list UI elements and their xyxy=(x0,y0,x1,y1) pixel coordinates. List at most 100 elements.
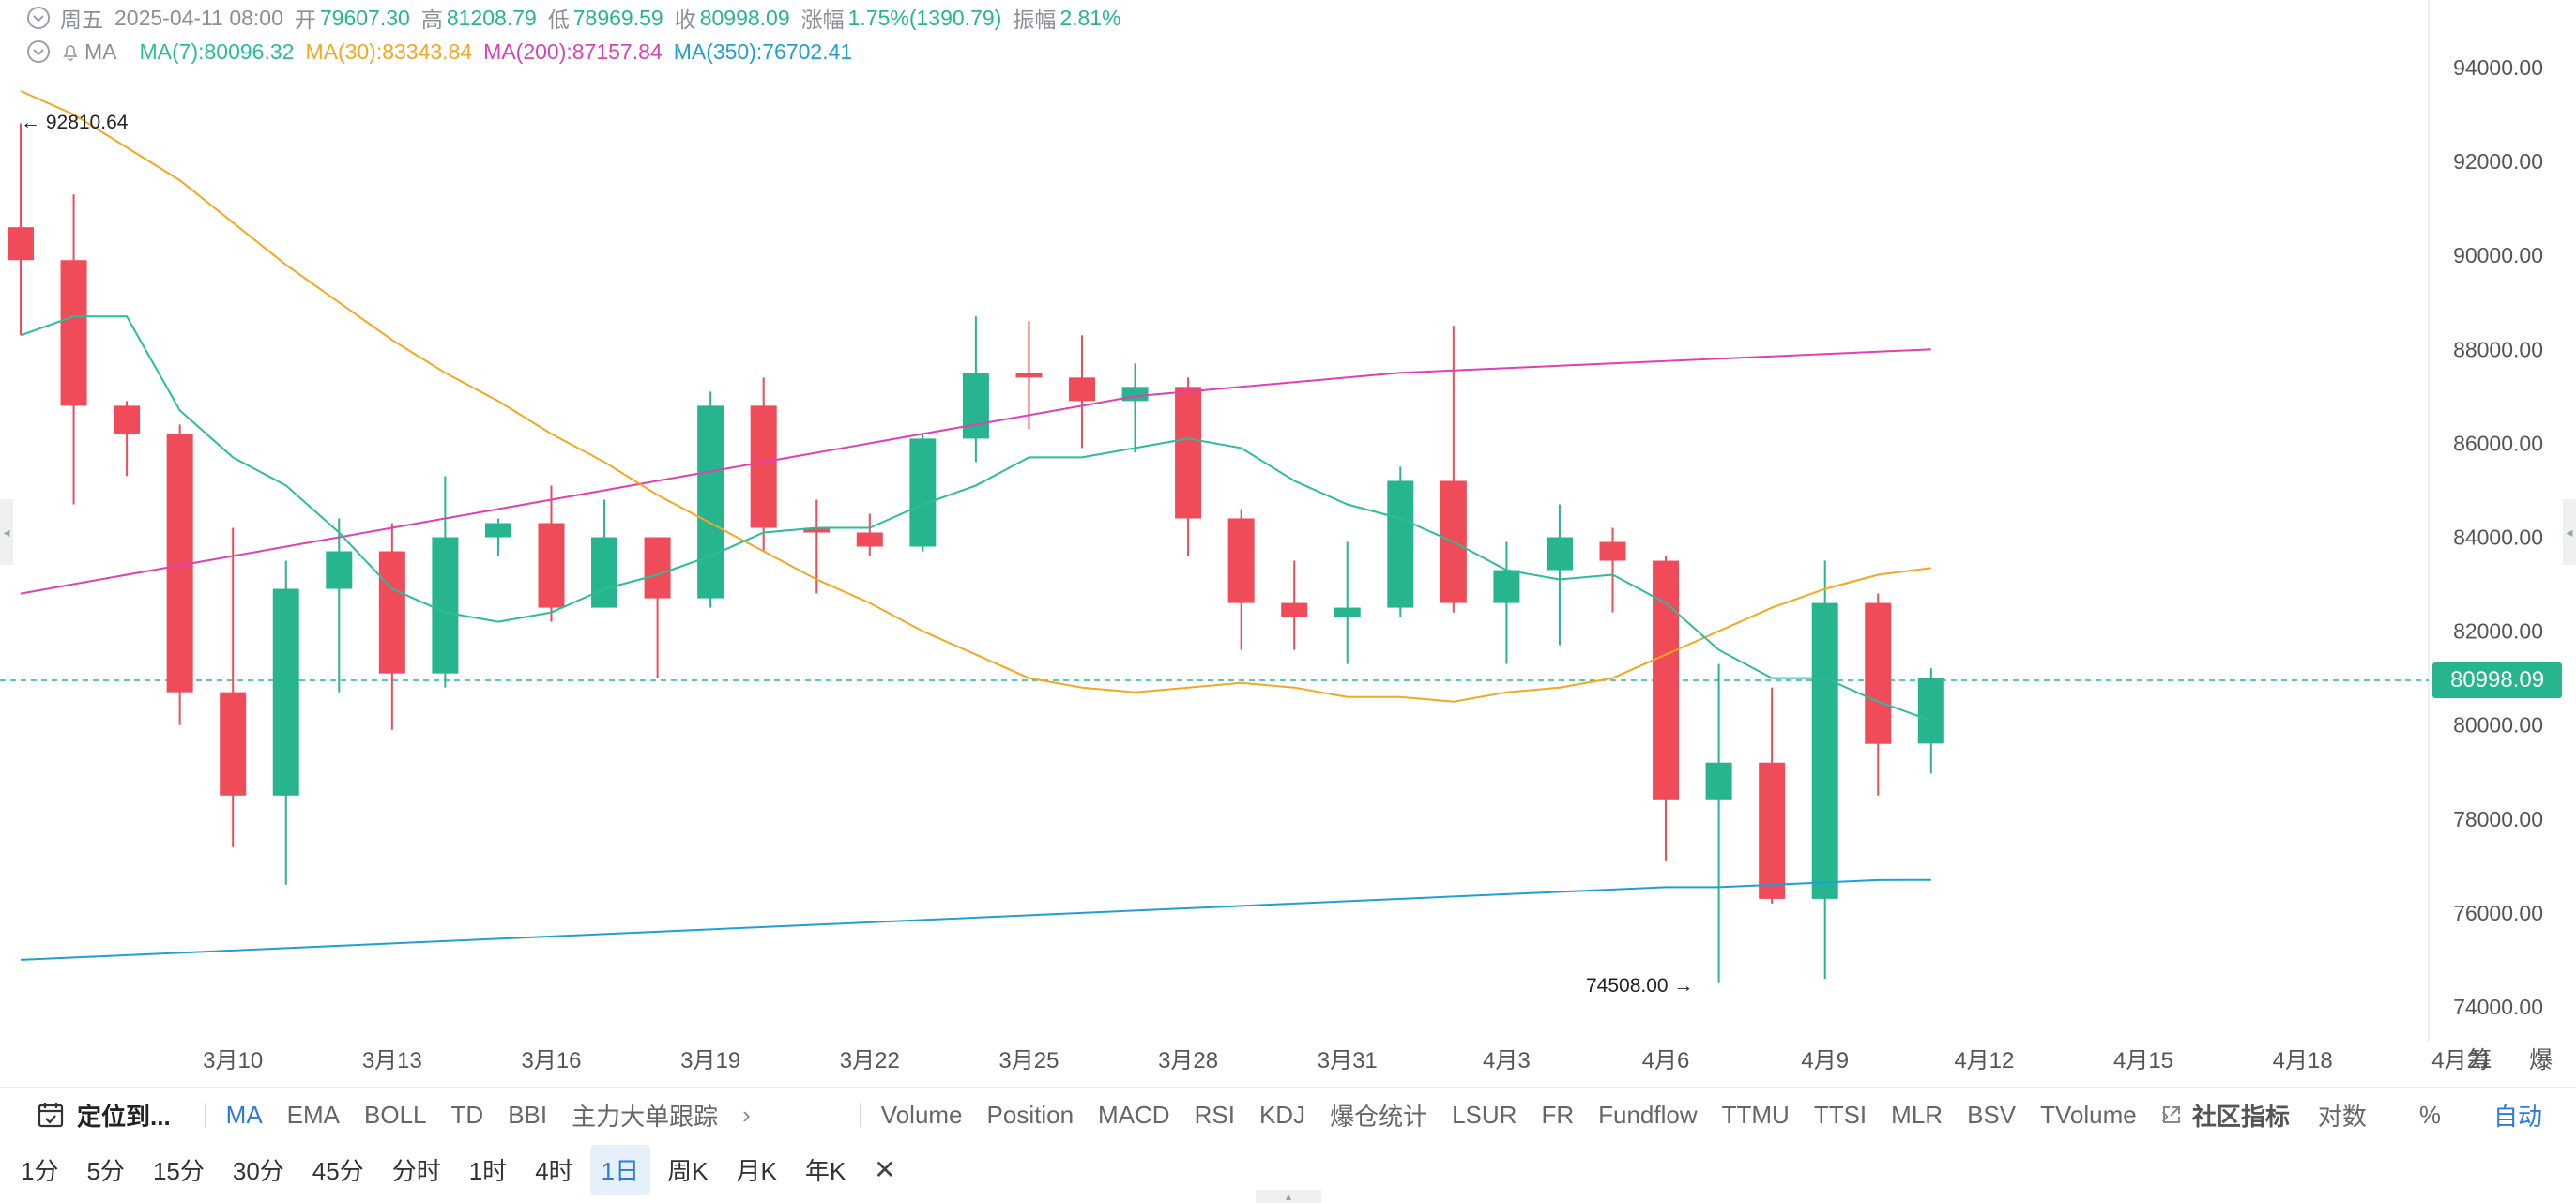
x-tick-label: 4月9 xyxy=(1801,1048,1849,1074)
log-scale-toggle[interactable]: 对数 xyxy=(2317,1102,2367,1131)
sub-bsv[interactable]: BSV xyxy=(1967,1100,2017,1129)
x-tick-label: 3月19 xyxy=(680,1048,740,1074)
bell-icon[interactable] xyxy=(60,41,81,62)
sub-macd[interactable]: MACD xyxy=(1098,1100,1170,1129)
sub-kdj[interactable]: KDJ xyxy=(1258,1100,1306,1129)
percent-scale-toggle[interactable]: % xyxy=(2418,1100,2441,1129)
overlay-ma[interactable]: MA xyxy=(225,1100,263,1129)
sub-rsi[interactable]: RSI xyxy=(1194,1100,1235,1129)
overlay-boll[interactable]: BOLL xyxy=(364,1100,427,1129)
candlestick-chart[interactable]: 94000.00 92000.00 90000.00 88000.00 86000.00… xyxy=(0,0,2576,1087)
candle-body-down xyxy=(114,405,141,434)
ma30-value: MA(30):83343.84 xyxy=(305,38,473,64)
y-tick-label: 86000.00 xyxy=(2453,431,2543,455)
x-tick-label: 4月15 xyxy=(2113,1048,2173,1074)
y-tick-label: 80000.00 xyxy=(2453,713,2543,738)
x-tick-label: 3月25 xyxy=(998,1048,1059,1074)
candle-body-up xyxy=(591,537,618,608)
community-indicator-button[interactable]: 社区指标 xyxy=(2191,1102,2290,1131)
candle-body-up xyxy=(1493,570,1520,603)
candle-body-down xyxy=(1015,373,1043,378)
external-link-icon[interactable] xyxy=(2160,1104,2183,1126)
ma7-value: MA(7):80096.32 xyxy=(139,38,295,64)
sub-lsur[interactable]: LSUR xyxy=(1452,1100,1517,1129)
auto-scale-toggle[interactable]: 自动 xyxy=(2492,1102,2542,1131)
x-tick-label: 4月12 xyxy=(1954,1048,2014,1074)
chevron-right-icon[interactable]: › xyxy=(742,1100,751,1129)
open-value: 79607.30 xyxy=(319,5,410,30)
x-extra-label-liq[interactable]: 爆 xyxy=(2529,1047,2553,1074)
x-tick-label: 4月18 xyxy=(2273,1048,2333,1074)
ma350-line xyxy=(20,878,1931,961)
locate-button[interactable]: 定位到... xyxy=(77,1102,171,1131)
candle-body-up xyxy=(1334,607,1361,617)
tf-week[interactable]: 周K xyxy=(667,1156,709,1185)
tf-15m[interactable]: 15分 xyxy=(152,1156,205,1185)
ma350-value: MA(350):76702.41 xyxy=(673,38,853,64)
overlay-ema[interactable]: EMA xyxy=(286,1100,341,1129)
candle-body-up xyxy=(1811,602,1838,899)
sub-ttsi[interactable]: TTSI xyxy=(1813,1100,1867,1129)
ma-lines-group xyxy=(20,90,1932,961)
low-value: 78969.59 xyxy=(572,5,663,30)
candle-body-up xyxy=(1546,537,1573,571)
x-tick-label: 3月16 xyxy=(521,1048,581,1074)
candle-body-down xyxy=(1069,377,1095,402)
y-tick-label: 74000.00 xyxy=(2453,995,2543,1019)
candles-group xyxy=(8,123,1944,983)
candle-body-down xyxy=(644,537,671,599)
left-collapse-handle[interactable]: ◂ xyxy=(0,499,13,565)
sub-liquidation[interactable]: 爆仓统计 xyxy=(1330,1102,1428,1131)
chevron-right-icon[interactable]: › xyxy=(2160,1100,2170,1129)
calendar-icon[interactable] xyxy=(36,1100,66,1130)
candle-body-down xyxy=(1281,602,1308,617)
sub-position[interactable]: Position xyxy=(986,1100,1075,1129)
tf-timeshare[interactable]: 分时 xyxy=(391,1156,441,1185)
tf-5m[interactable]: 5分 xyxy=(86,1156,125,1185)
sub-ttmu[interactable]: TTMU xyxy=(1721,1100,1790,1129)
candle-body-up xyxy=(1121,387,1149,402)
tf-1h[interactable]: 1时 xyxy=(468,1156,508,1185)
candle-body-down xyxy=(1227,518,1255,603)
tf-4h[interactable]: 4时 xyxy=(535,1156,573,1185)
collapse-circle-icon[interactable] xyxy=(26,6,51,30)
x-tick-label: 4月6 xyxy=(1642,1048,1690,1074)
candle-body-down xyxy=(750,405,777,528)
overlay-bbi[interactable]: BBI xyxy=(508,1100,548,1129)
tf-45m[interactable]: 45分 xyxy=(312,1156,364,1185)
y-tick-label: 76000.00 xyxy=(2453,901,2543,925)
tf-year[interactable]: 年K xyxy=(804,1156,846,1185)
indicator-name: MA xyxy=(84,38,117,64)
bottom-expand-handle[interactable]: ▴ xyxy=(1256,1190,1321,1203)
amplitude-value: 2.81% xyxy=(1059,5,1121,30)
candle-body-down xyxy=(60,260,87,406)
right-collapse-handle[interactable]: ◂ xyxy=(2563,499,2576,565)
candle-body-down xyxy=(1175,387,1202,519)
close-icon[interactable]: ✕ xyxy=(874,1154,896,1184)
change-value: 1.75%(1390.79) xyxy=(847,5,1002,30)
sub-fundflow[interactable]: Fundflow xyxy=(1598,1100,1698,1129)
candle-body-down xyxy=(803,527,831,533)
candle-body-up xyxy=(326,551,353,589)
tf-month[interactable]: 月K xyxy=(736,1156,777,1185)
sub-tvolume[interactable]: TVolume xyxy=(2040,1100,2137,1129)
y-tick-label: 78000.00 xyxy=(2453,807,2543,831)
sub-fr[interactable]: FR xyxy=(1541,1100,1575,1129)
tf-30m[interactable]: 30分 xyxy=(232,1156,284,1185)
candle-body-down xyxy=(1759,762,1786,899)
candle-body-down xyxy=(1865,602,1892,744)
collapse-circle-icon[interactable] xyxy=(26,39,51,64)
overlay-main-order[interactable]: 主力大单跟踪 xyxy=(572,1102,719,1131)
y-tick-label: 84000.00 xyxy=(2453,525,2543,550)
tf-1m[interactable]: 1分 xyxy=(21,1156,59,1185)
tf-1d[interactable]: 1日 xyxy=(589,1144,651,1195)
day-label: 周五 xyxy=(60,8,103,32)
candle-body-up xyxy=(432,537,459,674)
sub-volume[interactable]: Volume xyxy=(880,1100,963,1129)
x-tick-label: 3月31 xyxy=(1318,1048,1378,1074)
datetime-label: 2025-04-11 08:00 xyxy=(114,5,283,30)
sub-mlr[interactable]: MLR xyxy=(1891,1100,1943,1129)
overlay-td[interactable]: TD xyxy=(450,1100,484,1129)
x-extra-label-chips[interactable]: 筹 xyxy=(2468,1047,2492,1074)
high-price-marker: ← 92810.64 xyxy=(21,112,129,133)
